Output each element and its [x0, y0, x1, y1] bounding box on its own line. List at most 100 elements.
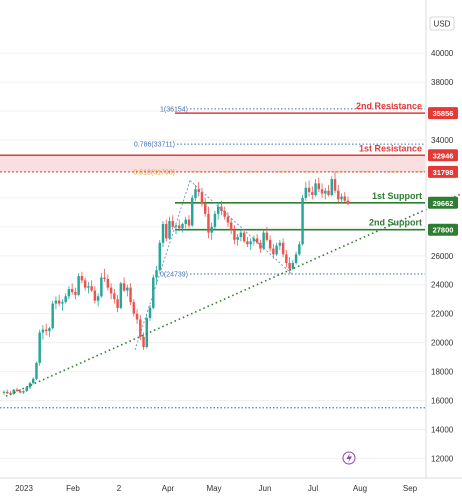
candle-body	[64, 296, 67, 303]
candle-body	[314, 183, 317, 195]
candle-body	[291, 263, 295, 269]
price-tick: 34000	[431, 136, 454, 145]
candle-body	[301, 197, 304, 245]
candle-body	[252, 238, 256, 242]
candle-body	[67, 289, 71, 297]
candle-body	[304, 187, 308, 198]
resistance-zone	[0, 155, 425, 172]
price-tag: 32946	[433, 151, 454, 160]
candle-body	[236, 236, 239, 240]
candle-body	[122, 283, 126, 291]
time-tick: 2	[117, 484, 122, 493]
candle-body	[6, 391, 9, 394]
candle-body	[96, 296, 100, 301]
candle-body	[197, 189, 200, 193]
candle-body	[139, 319, 142, 337]
candle-body	[12, 389, 15, 395]
candle-body	[181, 223, 184, 229]
candle-body	[54, 300, 58, 304]
fib-label: 1(36154)	[160, 106, 188, 113]
misc	[342, 451, 356, 465]
candle-body	[294, 254, 298, 264]
candle-body	[57, 300, 61, 304]
candle-body	[333, 179, 337, 191]
price-tick: 38000	[431, 78, 454, 87]
level-label: 2nd Support	[369, 218, 422, 228]
price-tag-bg	[428, 107, 458, 120]
candle-body	[158, 242, 162, 271]
price-tag-bg	[428, 165, 458, 178]
price-tag: 27800	[433, 226, 454, 235]
candle-body	[298, 244, 301, 255]
price-tick: 12000	[431, 454, 454, 463]
candle-body	[317, 183, 321, 190]
fib-label: 0.786(33711)	[134, 142, 175, 149]
candle-body	[165, 223, 168, 239]
candle-body	[340, 196, 343, 200]
candle-body	[31, 378, 35, 384]
candle-body	[343, 196, 346, 201]
candle-body	[229, 222, 233, 230]
candle-body	[242, 232, 246, 242]
candle-body	[2, 391, 6, 393]
candle-body	[168, 221, 171, 239]
candle-body	[126, 287, 129, 291]
candle-body	[155, 270, 158, 278]
time-tick: 2023	[15, 484, 33, 493]
candles	[2, 171, 350, 396]
price-tick: 26000	[431, 252, 454, 261]
candle-body	[320, 189, 324, 194]
candle-body	[119, 283, 123, 308]
time-axis[interactable]: 2023 Feb 2 Apr May Jun Jul Aug Sep	[0, 477, 462, 493]
candle-body	[190, 197, 194, 226]
currency-badge	[429, 16, 455, 31]
candle-body	[25, 387, 28, 392]
candle-body	[161, 223, 165, 243]
level-label: 2nd Resistance	[356, 101, 422, 111]
candle-body	[44, 329, 48, 332]
candle-body	[18, 391, 22, 393]
fib-label: 0(24739)	[160, 272, 188, 279]
candle-body	[233, 229, 236, 240]
candle-body	[223, 210, 226, 217]
candle-body	[116, 299, 119, 308]
fib-label: 0.618(31798)	[133, 169, 175, 176]
candle-body	[281, 242, 285, 255]
candle-body	[174, 225, 178, 227]
time-tick: Feb	[66, 484, 80, 493]
candle-body	[41, 329, 45, 333]
support-resistance-levels	[0, 112, 425, 231]
candle-body	[213, 213, 217, 227]
candle-body	[184, 219, 187, 224]
level-label: 1st Resistance	[359, 143, 422, 153]
candle-body	[51, 303, 54, 329]
time-tick: Jul	[308, 484, 318, 493]
candle-body	[246, 241, 249, 245]
candle-body	[35, 362, 38, 379]
candle-body	[255, 238, 259, 243]
candle-body	[48, 328, 51, 332]
candle-body	[87, 286, 90, 288]
candle-body	[278, 242, 282, 246]
price-tag-bg	[428, 223, 458, 236]
candle-body	[285, 254, 288, 264]
candle-body	[210, 226, 213, 233]
price-axis[interactable]: 35856 32946 31798 29662 27800 USD 12000 14000 16…	[425, 0, 458, 478]
candle-body	[311, 192, 314, 195]
time-tick: Sep	[403, 484, 418, 493]
candle-body	[268, 239, 272, 249]
candle-body	[265, 232, 269, 240]
lightning-icon	[346, 453, 352, 463]
candle-body	[90, 286, 93, 291]
currency-label: USD	[434, 20, 451, 29]
candle-body	[171, 221, 174, 227]
candle-body	[61, 302, 64, 304]
candle-body	[109, 287, 113, 294]
candle-body	[93, 290, 97, 301]
candle-body	[113, 293, 116, 300]
candle-body	[103, 277, 106, 279]
candle-body	[145, 318, 149, 347]
candle-body	[129, 287, 132, 303]
